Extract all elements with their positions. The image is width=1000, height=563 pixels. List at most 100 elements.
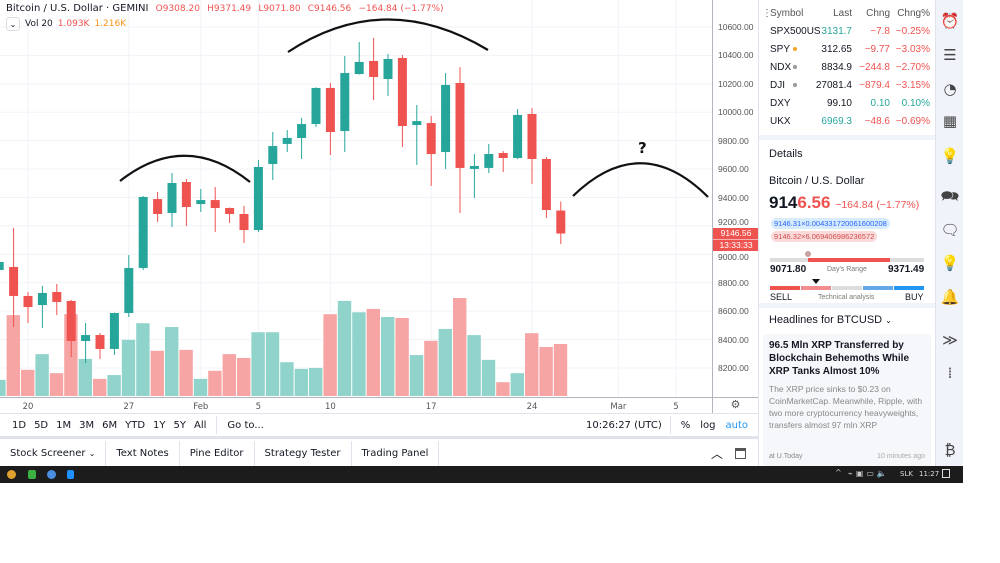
candle-body	[455, 82, 465, 168]
tray-language[interactable]: SLK	[900, 470, 913, 478]
tab-strategy-tester[interactable]: Strategy Tester	[255, 441, 352, 466]
change: −9.77	[864, 43, 890, 55]
drawing-arcs[interactable]	[119, 18, 709, 198]
streams-bulb-icon[interactable]: 💡	[940, 254, 960, 272]
tab-label: Stock Screener	[10, 448, 86, 459]
range-button-5d[interactable]: 5D	[34, 419, 49, 431]
dom-dots-icon[interactable]: ⁞	[947, 364, 953, 382]
bottom-panel-tabs: Stock Screener ⌄ Text Notes Pine Editor …	[0, 441, 758, 466]
chat-icon[interactable]: 🗨	[940, 221, 960, 239]
question-mark-annotation[interactable]: ?	[638, 139, 647, 157]
symbol: SPY	[770, 43, 791, 55]
bitcoin-icon[interactable]: ₿	[944, 441, 956, 459]
range-button-1d[interactable]: 1D	[12, 419, 27, 431]
symbol-title[interactable]: Bitcoin / U.S. Dollar · GEMINI	[6, 3, 149, 14]
volume-label[interactable]: Vol 20	[25, 19, 53, 29]
watchlist-row[interactable]: UKX 6969.3 −48.6 −0.69%	[759, 112, 936, 130]
bell-icon[interactable]: 🔔	[940, 288, 960, 306]
change: −244.8	[859, 61, 890, 73]
price-tick: 9200.00	[718, 216, 749, 227]
header-chng[interactable]: Chng	[866, 7, 890, 19]
technical-analysis-gauge[interactable]	[770, 286, 924, 290]
watchlist-row[interactable]: SPX500US 3131.7 −7.8 −0.25%	[759, 22, 936, 40]
price-chart[interactable]: ?	[0, 0, 712, 397]
drawn-arc-right-shoulder[interactable]	[572, 162, 709, 198]
range-button-5y[interactable]: 5Y	[173, 419, 187, 431]
news-card[interactable]: 96.5 Mln XRP Transferred by Blockchain B…	[763, 334, 931, 466]
header-last[interactable]: Last	[833, 7, 852, 19]
candle-body	[527, 113, 537, 159]
tray-clock[interactable]: 11:27	[919, 470, 940, 478]
watchlist-row[interactable]: DJI 27081.4 −879.4 −3.15%	[759, 76, 936, 94]
volume-bar	[424, 340, 438, 396]
calendar-icon[interactable]: ▦	[942, 112, 958, 130]
range-button-all[interactable]: All	[194, 419, 207, 431]
volume-bar	[237, 357, 251, 396]
android-app-icon[interactable]	[28, 470, 36, 479]
news-source[interactable]: at U.Today	[769, 453, 803, 460]
header-symbol[interactable]: Symbol	[770, 7, 804, 19]
watchlist-row[interactable]: DXY 99.10 0.10 0.10%	[759, 94, 936, 112]
skype-icon[interactable]	[67, 470, 74, 479]
percent-toggle[interactable]: %	[680, 419, 691, 431]
header-chng-pct[interactable]: Chng%	[897, 7, 930, 19]
range-button-3m[interactable]: 3M	[79, 419, 95, 431]
candle-body	[412, 121, 422, 126]
range-button-1m[interactable]: 1M	[56, 419, 72, 431]
headlines-title[interactable]: Headlines for BTCUSD ⌄	[769, 314, 892, 326]
collapse-panel-chevron-up-icon[interactable]: ︿	[710, 447, 723, 461]
volume-bar	[409, 355, 424, 396]
alarm-clock-icon[interactable]: ⏰	[940, 12, 960, 30]
browser-icon[interactable]	[47, 470, 56, 479]
auto-toggle[interactable]: auto	[725, 419, 748, 431]
range-button-1y[interactable]: 1Y	[153, 419, 166, 431]
hotlist-chevron-icon[interactable]: ≫	[942, 331, 958, 349]
range-button-6m[interactable]: 6M	[102, 419, 118, 431]
idea-bulb-icon[interactable]: 💡	[940, 147, 960, 165]
ask-badge: 9146.32×6.069406986236572	[771, 231, 878, 242]
chrome-icon[interactable]	[7, 470, 16, 479]
volume-bar	[366, 308, 380, 396]
technical-analysis-label[interactable]: Technical analysis	[818, 294, 875, 301]
change: 0.10	[870, 97, 890, 109]
volume-bar	[381, 317, 395, 396]
details-title: Details	[769, 148, 803, 160]
drawn-arc-head[interactable]	[287, 18, 489, 53]
price-axis[interactable]: 10600.00 10400.00 10200.00 10000.00 9800.00 9…	[712, 0, 759, 413]
price-tick: 10200.00	[718, 78, 754, 89]
time-tick: 10	[324, 402, 336, 412]
tab-trading-panel[interactable]: Trading Panel	[352, 441, 440, 466]
tab-text-notes[interactable]: Text Notes	[106, 441, 180, 466]
goto-button[interactable]: Go to...	[227, 419, 264, 431]
drawn-arc-left-shoulder[interactable]	[119, 154, 251, 183]
tab-pine-editor[interactable]: Pine Editor	[180, 441, 255, 466]
volume-bar	[539, 346, 553, 396]
price-tick: 9800.00	[718, 135, 749, 146]
volume-bar	[265, 332, 280, 396]
utc-clock[interactable]: 10:26:27 (UTC)	[586, 419, 662, 431]
tray-icons[interactable]: ⌁▣▭🔈	[848, 469, 890, 478]
watchlist-icon[interactable]: ☰	[943, 46, 957, 64]
tray-chevron-up-icon[interactable]: ^	[835, 468, 842, 477]
watchlist-row[interactable]: SPY 312.65 −9.77 −3.03%	[759, 40, 936, 58]
collapse-chevron-icon[interactable]: ⌄	[6, 17, 20, 31]
watchlist-row[interactable]: NDX 8834.9 −244.8 −2.70%	[759, 58, 936, 76]
volume-bar	[0, 379, 6, 396]
candle-body	[66, 300, 76, 342]
range-button-ytd[interactable]: YTD	[125, 419, 146, 431]
candle-body	[484, 154, 494, 168]
news-title[interactable]: 96.5 Mln XRP Transferred by Blockchain B…	[769, 340, 910, 377]
chats-icon[interactable]: 🗪	[940, 187, 960, 205]
maximize-panel-icon[interactable]	[735, 448, 746, 459]
action-center-icon[interactable]	[942, 469, 950, 478]
bid-badge: 9146.31×0.004331720061600208	[771, 218, 890, 229]
tab-stock-screener[interactable]: Stock Screener ⌄	[0, 441, 107, 466]
candle-body	[0, 262, 4, 270]
drag-handle-icon[interactable]: ⋮	[762, 7, 772, 19]
chart-settings-gear-icon[interactable]: ⚙	[712, 397, 758, 413]
data-window-clock-icon[interactable]: ◔	[943, 80, 957, 98]
log-toggle[interactable]: log	[700, 419, 716, 431]
candle-body	[268, 146, 278, 164]
volume-ma-value: 1.216K	[94, 19, 127, 29]
time-axis[interactable]: 20 27 Feb 5 10 17 24 Mar 5	[0, 397, 712, 413]
